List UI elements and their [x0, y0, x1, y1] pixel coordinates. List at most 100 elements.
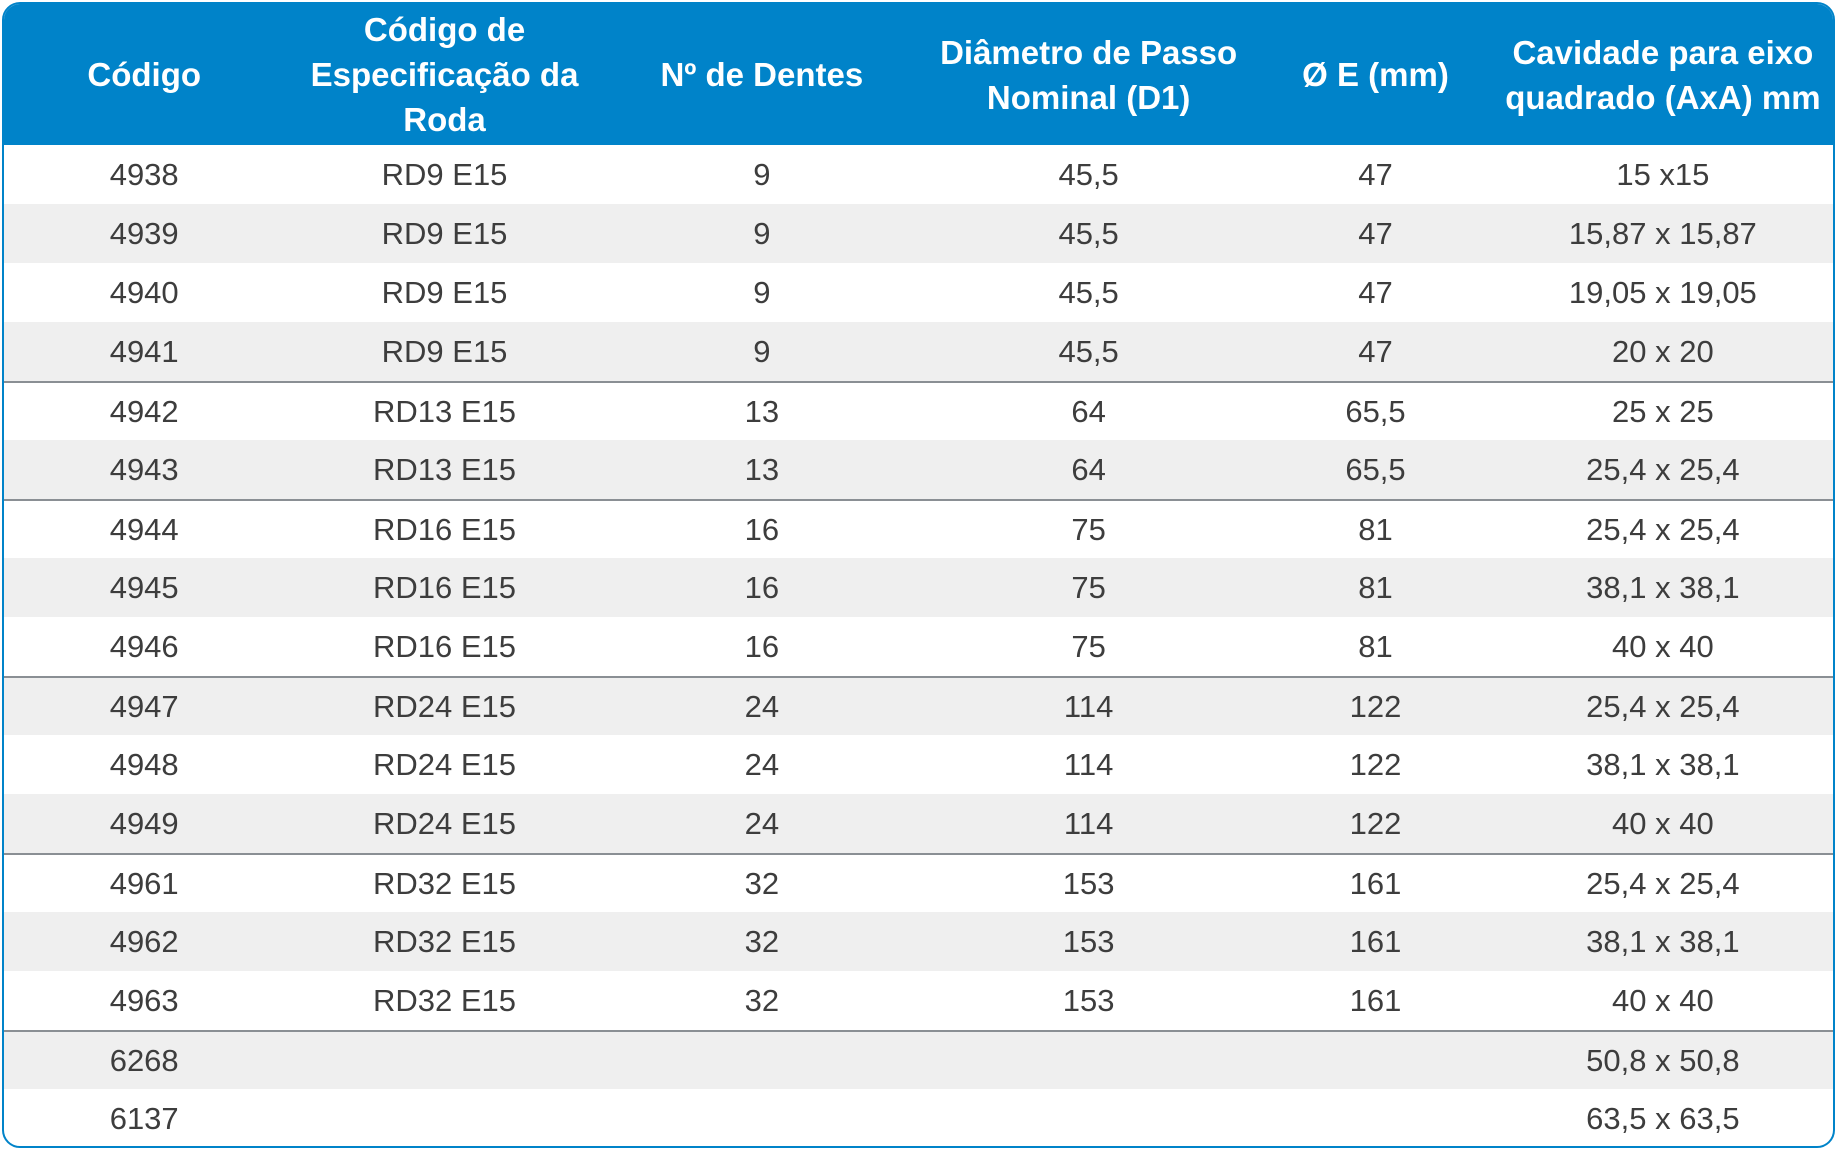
- table-row: 4943 RD13 E15 13 64 65,5 25,4 x 25,4: [4, 440, 1833, 499]
- cell-cavidade: 15,87 x 15,87: [1568, 215, 1757, 251]
- cell-dentes: [605, 1032, 919, 1089]
- cell-diametro: 114: [1063, 805, 1114, 841]
- cell-dentes: 32: [744, 923, 780, 959]
- cell-diametro: 64: [1071, 451, 1106, 487]
- cell-diametro: 153: [1062, 923, 1115, 959]
- cell-diametro-e: [1258, 1032, 1492, 1089]
- cell-especificacao: RD16 E15: [373, 569, 517, 605]
- cell-diametro: [919, 1089, 1258, 1146]
- header-cavidade: Cavidade para eixo quadrado (AxA) mm: [1505, 33, 1821, 116]
- cell-diametro-e: 47: [1358, 333, 1393, 369]
- cell-codigo: 4962: [109, 923, 179, 959]
- table-row: 4942 RD13 E15 13 64 65,5 25 x 25: [4, 381, 1833, 440]
- cell-cavidade: 25,4 x 25,4: [1586, 511, 1740, 547]
- cell-codigo: 4939: [109, 215, 179, 251]
- cell-cavidade: 40 x 40: [1612, 628, 1714, 664]
- cell-especificacao: RD9 E15: [381, 333, 508, 369]
- cell-dentes: 24: [744, 746, 780, 782]
- cell-dentes: 16: [744, 569, 780, 605]
- cell-especificacao: [284, 1032, 604, 1089]
- table-row: 4940 RD9 E15 9 45,5 47 19,05 x 19,05: [4, 263, 1833, 322]
- cell-diametro-e: 65,5: [1345, 451, 1406, 487]
- cell-dentes: 9: [753, 274, 771, 310]
- cell-dentes: 13: [744, 451, 780, 487]
- cell-cavidade: 20 x 20: [1612, 333, 1714, 369]
- cell-cavidade: 38,1 x 38,1: [1586, 569, 1740, 605]
- cell-cavidade: 63,5 x 63,5: [1586, 1100, 1740, 1136]
- cell-diametro: 153: [1062, 982, 1115, 1018]
- cell-cavidade: 38,1 x 38,1: [1586, 746, 1740, 782]
- cell-cavidade: 38,1 x 38,1: [1586, 923, 1740, 959]
- cell-codigo: 6268: [109, 1042, 179, 1078]
- cell-especificacao: RD24 E15: [373, 688, 517, 724]
- cell-dentes: 9: [753, 333, 771, 369]
- cell-cavidade: 25,4 x 25,4: [1586, 865, 1740, 901]
- cell-diametro-e: 47: [1358, 215, 1393, 251]
- table-row: 4944 RD16 E15 16 75 81 25,4 x 25,4: [4, 499, 1833, 558]
- cell-diametro-e: 47: [1358, 156, 1393, 192]
- table-row: 4941 RD9 E15 9 45,5 47 20 x 20: [4, 322, 1833, 381]
- cell-especificacao: RD16 E15: [373, 628, 517, 664]
- table-row: 4945 RD16 E15 16 75 81 38,1 x 38,1: [4, 558, 1833, 617]
- cell-codigo: 4948: [109, 746, 179, 782]
- cell-codigo: 4942: [109, 393, 179, 429]
- cell-dentes: 32: [744, 865, 780, 901]
- cell-especificacao: RD13 E15: [373, 393, 517, 429]
- header-codigo: Código: [87, 56, 202, 93]
- table-row: 4962 RD32 E15 32 153 161 38,1 x 38,1: [4, 912, 1833, 971]
- cell-codigo: 4940: [109, 274, 179, 310]
- cell-dentes: 24: [744, 805, 780, 841]
- cell-diametro-e: 81: [1358, 511, 1393, 547]
- cell-diametro-e: 122: [1349, 746, 1402, 782]
- table-row: 4963 RD32 E15 32 153 161 40 x 40: [4, 971, 1833, 1030]
- cell-diametro: 75: [1071, 569, 1106, 605]
- cell-diametro: 45,5: [1058, 215, 1119, 251]
- table-row: 6137 63,5 x 63,5: [4, 1089, 1833, 1146]
- cell-diametro: 153: [1062, 865, 1115, 901]
- cell-cavidade: 25,4 x 25,4: [1586, 451, 1740, 487]
- cell-cavidade: 25 x 25: [1612, 393, 1714, 429]
- cell-especificacao: RD9 E15: [381, 156, 508, 192]
- cell-diametro-e: 161: [1349, 923, 1402, 959]
- cell-diametro-e: 81: [1358, 569, 1393, 605]
- cell-diametro: 75: [1071, 628, 1106, 664]
- table-row: 6268 50,8 x 50,8: [4, 1030, 1833, 1089]
- cell-dentes: 13: [744, 393, 780, 429]
- cell-codigo: 4945: [109, 569, 179, 605]
- cell-cavidade: 40 x 40: [1612, 982, 1714, 1018]
- cell-dentes: 9: [753, 156, 771, 192]
- cell-codigo: 4946: [109, 628, 179, 664]
- table-row: 4939 RD9 E15 9 45,5 47 15,87 x 15,87: [4, 204, 1833, 263]
- cell-especificacao: RD9 E15: [381, 215, 508, 251]
- cell-especificacao: RD32 E15: [373, 865, 517, 901]
- cell-especificacao: RD9 E15: [381, 274, 508, 310]
- table-row: 4946 RD16 E15 16 75 81 40 x 40: [4, 617, 1833, 676]
- cell-cavidade: 40 x 40: [1612, 805, 1714, 841]
- cell-codigo: 4949: [109, 805, 179, 841]
- cell-diametro: 114: [1063, 746, 1114, 782]
- header-dentes: Nº de Dentes: [660, 56, 864, 93]
- cell-dentes: 16: [744, 628, 780, 664]
- cell-diametro: 64: [1071, 393, 1106, 429]
- cell-codigo: 6137: [109, 1100, 179, 1136]
- cell-dentes: 32: [744, 982, 780, 1018]
- cell-diametro-e: 65,5: [1345, 393, 1406, 429]
- cell-codigo: 4961: [109, 865, 179, 901]
- table-row: 4947 RD24 E15 24 114 122 25,4 x 25,4: [4, 676, 1833, 735]
- table-header: Código Código de Especificação da Roda N…: [4, 4, 1833, 145]
- cell-diametro-e: 122: [1349, 688, 1402, 724]
- cell-diametro-e: 161: [1349, 982, 1402, 1018]
- cell-codigo: 4938: [109, 156, 179, 192]
- cell-diametro: 114: [1063, 688, 1114, 724]
- table-row: 4948 RD24 E15 24 114 122 38,1 x 38,1: [4, 735, 1833, 794]
- cell-diametro: 45,5: [1058, 333, 1119, 369]
- cell-especificacao: RD16 E15: [373, 511, 517, 547]
- cell-especificacao: RD32 E15: [373, 923, 517, 959]
- cell-cavidade: 25,4 x 25,4: [1586, 688, 1740, 724]
- cell-dentes: 9: [753, 215, 771, 251]
- cell-codigo: 4944: [109, 511, 179, 547]
- cell-diametro-e: 122: [1349, 805, 1402, 841]
- cell-diametro-e: 47: [1358, 274, 1393, 310]
- cell-diametro-e: [1258, 1089, 1492, 1146]
